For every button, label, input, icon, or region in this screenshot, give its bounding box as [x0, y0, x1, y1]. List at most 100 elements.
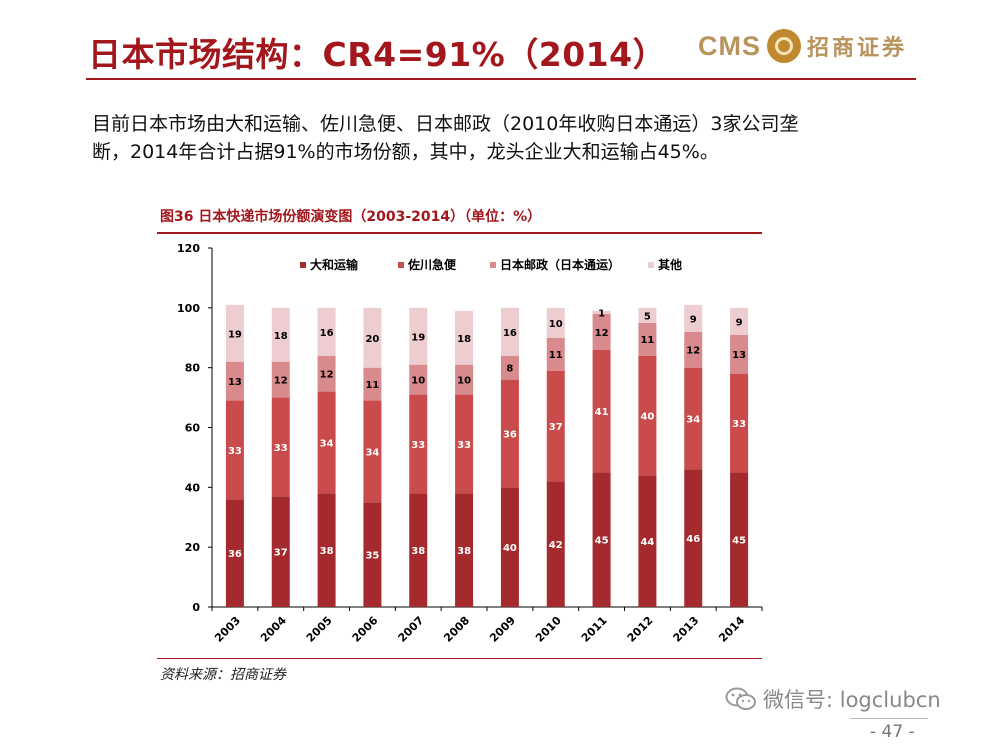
y-tick-label: 20 [185, 541, 201, 554]
data-label: 12 [595, 328, 609, 339]
page-number: - 47 - [870, 722, 915, 742]
intro-line-2: 断，2014年合计占据91%的市场份额，其中，龙头企业大和运输占45%。 [92, 141, 719, 163]
bar-segment [546, 481, 565, 607]
legend-swatch [490, 262, 496, 268]
data-label: 35 [365, 551, 379, 562]
data-label: 46 [686, 534, 700, 545]
data-label: 38 [457, 546, 471, 557]
bar-segment [225, 499, 244, 607]
data-label: 19 [411, 332, 425, 343]
bar-segment [317, 391, 336, 494]
data-label: 37 [549, 422, 563, 433]
data-label: 33 [732, 419, 746, 430]
data-label: 34 [320, 438, 334, 449]
title-underline [86, 78, 916, 80]
y-tick-label: 100 [177, 302, 200, 315]
bar-segment [546, 337, 565, 371]
x-tick-label: 2013 [671, 614, 702, 645]
x-tick-label: 2007 [396, 614, 427, 645]
bar-segment [317, 493, 336, 607]
bar-segment [363, 502, 382, 607]
bar-segment [546, 370, 565, 482]
page-title: 日本市场结构：CR4=91%（2014） [88, 35, 667, 74]
data-label: 40 [503, 543, 517, 554]
data-label: 10 [457, 376, 471, 387]
bar-segment [271, 307, 290, 362]
bar-segment [730, 307, 749, 335]
bar-segment [638, 322, 657, 356]
data-label: 45 [595, 536, 609, 547]
bar-segment [592, 313, 611, 350]
data-label: 41 [595, 407, 609, 418]
data-label: 38 [411, 546, 425, 557]
logo-text: CMS [698, 30, 761, 61]
data-label: 18 [274, 331, 288, 342]
data-label: 13 [732, 350, 746, 361]
bar-segment [271, 496, 290, 607]
intro-paragraph: 目前日本市场由大和运输、佐川急便、日本邮政（2010年收购日本通运）3家公司垄 … [92, 110, 922, 166]
bar-segment [592, 472, 611, 607]
bar-segment [592, 349, 611, 473]
data-label: 9 [690, 314, 697, 325]
bar-segment [409, 493, 428, 607]
bar-segment [500, 379, 519, 488]
bar-segment [409, 364, 428, 395]
data-label: 33 [274, 443, 288, 454]
bar-segment [225, 400, 244, 500]
data-label: 16 [503, 328, 517, 339]
data-label: 42 [549, 540, 563, 551]
bar-segment [684, 304, 703, 332]
bar-segment [684, 367, 703, 470]
legend-swatch [648, 262, 654, 268]
data-label: 33 [457, 440, 471, 451]
legend-label: 大和运输 [310, 257, 359, 272]
source-rule [157, 658, 762, 659]
logo-chinese-text: 招商证券 [807, 36, 908, 61]
data-label: 40 [640, 412, 654, 423]
data-label: 9 [736, 317, 743, 328]
legend-label: 日本邮政（日本通运） [500, 257, 620, 272]
bar-segment [363, 400, 382, 503]
bar-segment [363, 307, 382, 368]
page-number-rule [850, 718, 928, 719]
wechat-id-label: 微信号: logclubcn [763, 688, 941, 712]
bar-segment [225, 361, 244, 401]
x-tick-label: 2012 [625, 614, 656, 645]
bar-segment [638, 355, 657, 476]
data-label: 19 [228, 329, 242, 340]
data-label: 13 [228, 377, 242, 388]
data-label: 33 [228, 446, 242, 457]
data-label: 12 [320, 370, 334, 381]
bar-segment [455, 364, 474, 395]
brand-logo: CMS 招商证券 [698, 28, 907, 64]
intro-line-1: 目前日本市场由大和运输、佐川急便、日本邮政（2010年收购日本通运）3家公司垄 [92, 113, 799, 135]
wechat-icon [725, 687, 756, 710]
x-tick-label: 2014 [716, 614, 747, 645]
bar-segment [317, 355, 336, 392]
market-share-chart: 0204060801001203633131920033733121820043… [177, 242, 763, 645]
data-label: 20 [365, 334, 379, 345]
data-label: 36 [228, 549, 242, 560]
bar-segment [684, 469, 703, 607]
bar-segment [271, 361, 290, 398]
y-tick-label: 120 [177, 242, 200, 255]
x-tick-label: 2005 [304, 614, 335, 645]
data-label: 36 [503, 429, 517, 440]
data-label: 11 [549, 350, 563, 361]
bar-segment [730, 472, 749, 607]
x-tick-label: 2006 [350, 614, 381, 645]
data-label: 12 [274, 376, 288, 387]
x-tick-label: 2008 [441, 614, 472, 645]
data-label: 11 [365, 380, 379, 391]
bar-segment [730, 334, 749, 374]
bar-segment [638, 475, 657, 607]
data-label: 33 [411, 440, 425, 451]
y-tick-label: 0 [192, 601, 200, 614]
data-label: 12 [686, 346, 700, 357]
bar-segment [409, 307, 428, 365]
data-label: 34 [686, 415, 700, 426]
data-label: 34 [365, 447, 379, 458]
logo-icon [767, 29, 801, 63]
legend-label: 佐川急便 [407, 257, 457, 272]
bar-segment [592, 310, 611, 314]
